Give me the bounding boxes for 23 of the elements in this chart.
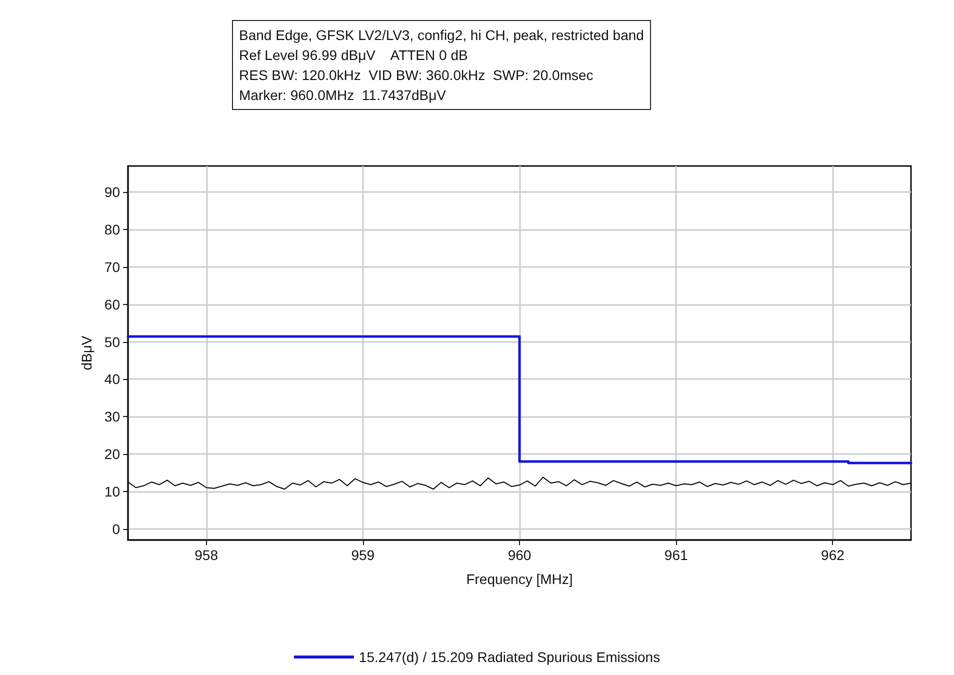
text: RES BW: 120.0kHz VID BW: 360.0kHz SWP: 20.0msec	[239, 66, 594, 85]
text: Marker: 960.0MHz 11.7437dBμV	[239, 86, 448, 105]
y-tick-label: 40	[104, 371, 120, 388]
x-axis-title: Frequency [MHz]	[466, 571, 573, 587]
y-tick-label: 60	[104, 296, 120, 312]
y-tick-label: 90	[104, 184, 120, 200]
legend-label: 15.247(d) / 15.209 Radiated Spurious Emissions	[358, 649, 660, 665]
x-tick-label: 960	[508, 547, 532, 563]
y-tick-label: 20	[104, 446, 120, 462]
x-tick-label: 961	[664, 547, 688, 563]
x-tick-label: 959	[351, 547, 375, 563]
y-tick-label: 10	[104, 483, 120, 500]
text: Ref Level 96.99 dBμV ATTEN 0 dB	[239, 46, 469, 65]
line-series	[128, 476, 912, 490]
y-tick-label: 80	[104, 222, 120, 238]
y-tick-label: 0	[112, 520, 120, 537]
y-tick-label: 30	[104, 408, 120, 425]
x-tick-label: 958	[194, 547, 218, 563]
y-tick-label: 50	[104, 334, 120, 350]
y-axis-title: dBμV	[78, 335, 95, 370]
chart-title: Band Edge, GFSK LV2/LV3, config2, hi CH, peak, restricted band	[239, 26, 644, 45]
y-tick-label: 70	[104, 258, 120, 275]
x-tick-label: 962	[821, 547, 845, 563]
